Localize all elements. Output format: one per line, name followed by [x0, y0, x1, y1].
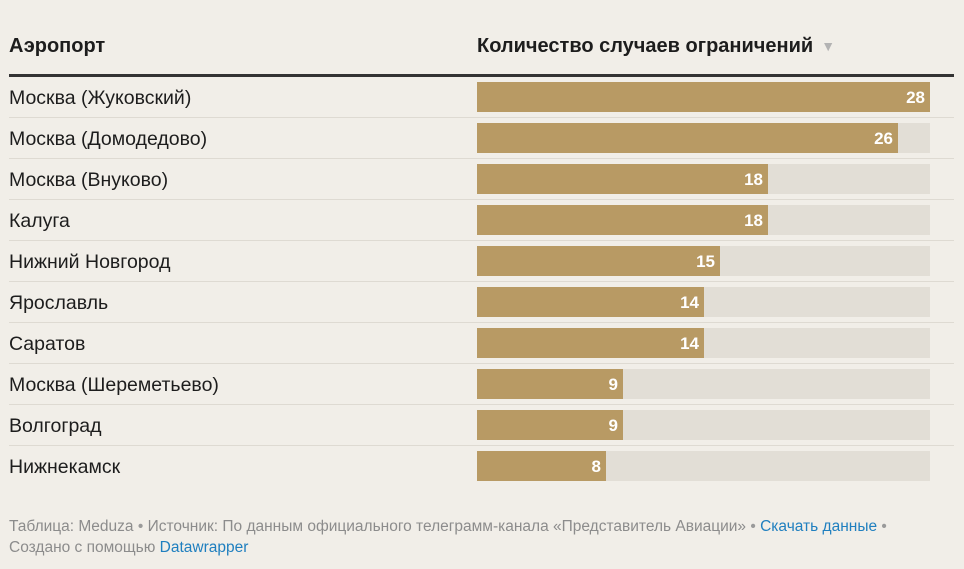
bar-track: 28: [477, 82, 930, 112]
bar-value-label: 8: [591, 457, 601, 476]
bar-track: 26: [477, 123, 930, 153]
airport-name: Москва (Внуково): [9, 169, 169, 191]
column-header-count[interactable]: Количество случаев ограничений ▼: [477, 35, 835, 58]
table-row: Ярославль 14: [9, 282, 954, 323]
bar-track: 15: [477, 246, 930, 276]
airport-name: Нижний Новгород: [9, 251, 171, 273]
bar-track: 9: [477, 410, 930, 440]
bar-value-label: 14: [680, 334, 699, 353]
footer-source: Источник: По данным официального телегра…: [147, 518, 747, 535]
bar: [477, 164, 768, 194]
bar-value-label: 15: [696, 252, 715, 271]
bar: [477, 328, 704, 358]
chart-footer: Таблица: Meduza • Источник: По данным оф…: [9, 516, 949, 558]
bar-value-label: 26: [874, 129, 893, 148]
airport-name: Москва (Шереметьево): [9, 374, 219, 396]
download-data-link[interactable]: Скачать данные: [760, 518, 878, 535]
footer-separator: •: [881, 518, 887, 535]
bar: [477, 369, 623, 399]
bar-value-label: 9: [608, 416, 618, 435]
bar: [477, 287, 704, 317]
table-row: Москва (Жуковский) 28: [9, 77, 954, 118]
table-row: Москва (Шереметьево) 9: [9, 364, 954, 405]
table-row: Нижний Новгород 15: [9, 241, 954, 282]
footer-separator: •: [137, 518, 144, 535]
table-row: Нижнекамск 8: [9, 446, 954, 486]
footer-separator: •: [750, 518, 756, 535]
datawrapper-link[interactable]: Datawrapper: [159, 539, 249, 556]
table-body: Москва (Жуковский) 28 Москва (Домодедово) 2…: [9, 77, 954, 486]
bar: [477, 246, 720, 276]
column-header-airport: Аэропорт: [9, 35, 106, 57]
bar-value-label: 18: [744, 211, 763, 230]
column-header-count-label: Количество случаев ограничений: [477, 35, 814, 57]
bar-value-label: 14: [680, 293, 699, 312]
bar: [477, 205, 768, 235]
bar-value-label: 18: [744, 170, 763, 189]
airport-name: Москва (Жуковский): [9, 87, 192, 109]
bar-track: 9: [477, 369, 930, 399]
bar-track: 14: [477, 328, 930, 358]
footer-created-with: Создано с помощью: [9, 539, 156, 556]
bar-track: 18: [477, 205, 930, 235]
bar: [477, 82, 930, 112]
bar-value-label: 28: [906, 88, 925, 107]
airport-name: Москва (Домодедово): [9, 128, 208, 150]
bar-track: 18: [477, 164, 930, 194]
table-header: Аэропорт Количество случаев ограничений ▼: [9, 28, 954, 77]
data-table: Аэропорт Количество случаев ограничений ▼…: [9, 28, 954, 486]
table-row: Саратов 14: [9, 323, 954, 364]
bar-track: 14: [477, 287, 930, 317]
airport-name: Ярославль: [9, 292, 109, 314]
table-row: Москва (Домодедово) 26: [9, 118, 954, 159]
airport-name: Саратов: [9, 333, 86, 355]
footer-table-credit: Таблица: Meduza: [9, 518, 134, 535]
table-row: Москва (Внуково) 18: [9, 159, 954, 200]
airport-name: Волгоград: [9, 415, 102, 437]
airport-name: Нижнекамск: [9, 456, 121, 478]
bar-track: 8: [477, 451, 930, 481]
airport-name: Калуга: [9, 210, 70, 232]
bar-value-label: 9: [608, 375, 618, 394]
bar: [477, 410, 623, 440]
table-row: Волгоград 9: [9, 405, 954, 446]
table-row: Калуга 18: [9, 200, 954, 241]
bar: [477, 123, 898, 153]
sort-desc-icon[interactable]: ▼: [821, 38, 836, 54]
bar: [477, 451, 606, 481]
